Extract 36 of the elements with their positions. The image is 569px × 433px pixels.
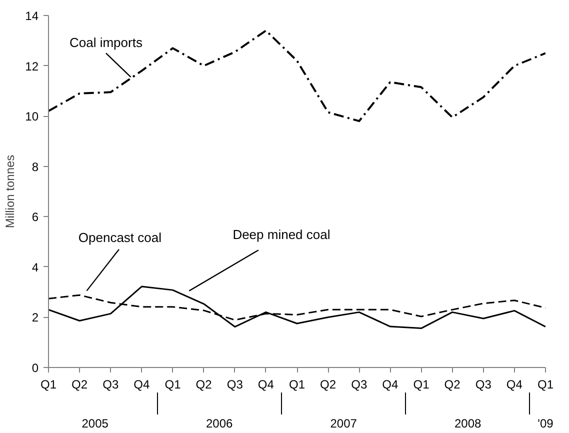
x-tick-label: Q3: [351, 378, 368, 392]
text: 2008: [454, 416, 482, 430]
x-tick-label: Q4: [382, 378, 399, 392]
y-tick-label: 4: [32, 260, 39, 274]
x-tick-label: Q2: [196, 378, 212, 392]
y-tick-label: 12: [25, 59, 39, 74]
line-series: [48, 30, 546, 122]
text: Opencast coal: [78, 230, 162, 245]
x-tick-label: Q2: [72, 378, 88, 392]
y-tick-label: 0: [32, 361, 39, 375]
line-series: [48, 286, 546, 330]
text: '09: [538, 416, 554, 430]
y-tick-label: 6: [32, 210, 39, 224]
x-tick-label: Q1: [537, 378, 554, 392]
x-tick-label: Q1: [40, 378, 57, 392]
y-tick-label: 2: [32, 310, 39, 325]
x-tick-label: Q1: [164, 378, 182, 392]
x-tick-label: Q1: [288, 378, 306, 392]
x-tick-label: Q3: [102, 378, 119, 392]
x-tick-label: Q4: [134, 378, 150, 392]
y-axis-title: Million tonnes: [3, 154, 18, 228]
x-tick-label: Q2: [444, 378, 461, 392]
y-tick-label: 14: [25, 9, 39, 23]
x-tick-label: Q1: [413, 378, 430, 392]
text: Deep mined coal: [232, 227, 330, 242]
text: 2005: [82, 416, 109, 430]
x-tick-label: Q4: [506, 378, 523, 392]
x-tick-label: Q3: [475, 378, 492, 392]
x-tick-label: Q4: [258, 378, 274, 392]
text: 2006: [206, 416, 234, 430]
series-label: Coal imports: [69, 34, 143, 50]
x-tick-label: Q2: [320, 378, 336, 392]
x-tick-label: Q3: [226, 378, 244, 392]
y-tick-label: 10: [25, 110, 39, 124]
text: 2007: [330, 416, 358, 430]
y-tick-label: 8: [32, 160, 39, 174]
